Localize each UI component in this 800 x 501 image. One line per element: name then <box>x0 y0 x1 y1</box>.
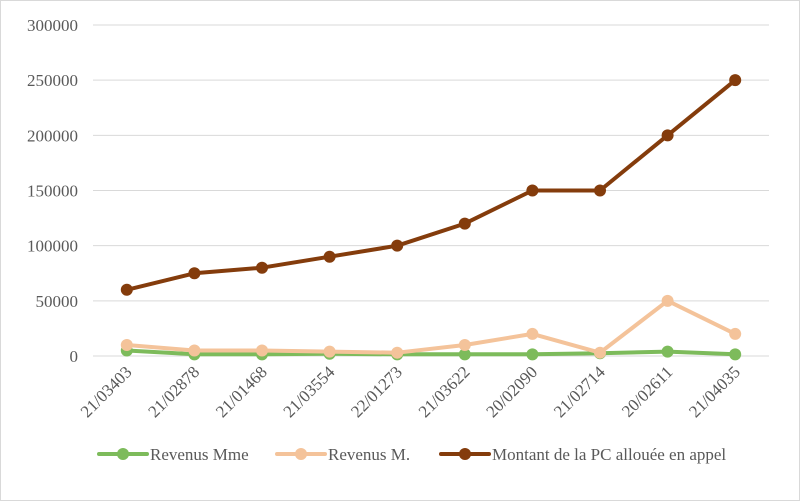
data-point <box>526 327 539 340</box>
series-line <box>124 298 738 355</box>
x-tick-label: 21/03622 <box>415 362 474 421</box>
data-point <box>323 250 336 263</box>
legend-item: Revenus Mme <box>97 445 249 464</box>
series <box>120 294 742 359</box>
legend-marker <box>117 448 129 460</box>
series-line <box>124 78 738 292</box>
legend-label: Revenus M. <box>328 445 410 464</box>
legend-item: Montant de la PC allouée en appel <box>439 445 726 464</box>
y-tick-label: 250000 <box>27 71 78 90</box>
data-point <box>526 348 539 361</box>
data-point <box>391 346 404 359</box>
series <box>120 74 742 296</box>
data-point <box>458 217 471 230</box>
x-tick-label: 20/02090 <box>482 362 541 421</box>
y-tick-label: 150000 <box>27 182 78 201</box>
x-tick-label: 21/02878 <box>144 362 203 421</box>
x-tick-label: 21/03403 <box>77 362 136 421</box>
x-tick-label: 22/01273 <box>347 362 406 421</box>
gridlines <box>93 24 769 357</box>
series-lines <box>120 74 742 361</box>
data-point <box>458 348 471 361</box>
data-point <box>391 239 404 252</box>
y-tick-label: 100000 <box>27 237 78 256</box>
x-tick-label: 20/02611 <box>618 362 676 420</box>
x-tick-label: 21/02714 <box>550 362 609 421</box>
legend: Revenus Mme Revenus M. Montant de la PC al… <box>97 445 726 464</box>
y-tick-label: 50000 <box>36 292 79 311</box>
data-point <box>594 346 606 359</box>
y-tick-label: 200000 <box>27 126 78 145</box>
data-point <box>458 338 471 351</box>
y-tick-label: 0 <box>70 347 79 366</box>
data-point <box>729 74 742 87</box>
data-point <box>661 294 674 307</box>
x-tick-label: 21/03554 <box>280 362 339 421</box>
legend-item: Revenus M. <box>275 445 410 464</box>
data-point <box>256 344 268 357</box>
data-point <box>188 267 201 280</box>
data-point <box>120 338 133 351</box>
data-point <box>661 129 674 142</box>
legend-marker <box>459 448 471 460</box>
y-tick-label: 300000 <box>27 16 78 35</box>
data-point <box>256 261 268 274</box>
series-line <box>124 348 738 357</box>
x-axis-tick-labels: 21/03403 21/02878 21/01468 21/03554 22/01273… <box>77 362 744 421</box>
data-point <box>323 345 336 358</box>
data-point <box>188 344 201 357</box>
legend-marker <box>295 448 307 460</box>
x-tick-label: 21/01468 <box>212 362 271 421</box>
data-point <box>729 348 742 361</box>
y-axis-tick-labels: 0 50000 100000 150000 200000 250000 300000 <box>27 16 78 366</box>
legend-label: Revenus Mme <box>150 445 249 464</box>
data-point <box>594 184 606 197</box>
data-point <box>120 283 133 296</box>
data-point <box>729 327 742 340</box>
x-tick-label: 21/04035 <box>685 362 744 421</box>
legend-label: Montant de la PC allouée en appel <box>492 445 726 464</box>
data-point <box>661 345 674 358</box>
data-point <box>526 184 539 197</box>
